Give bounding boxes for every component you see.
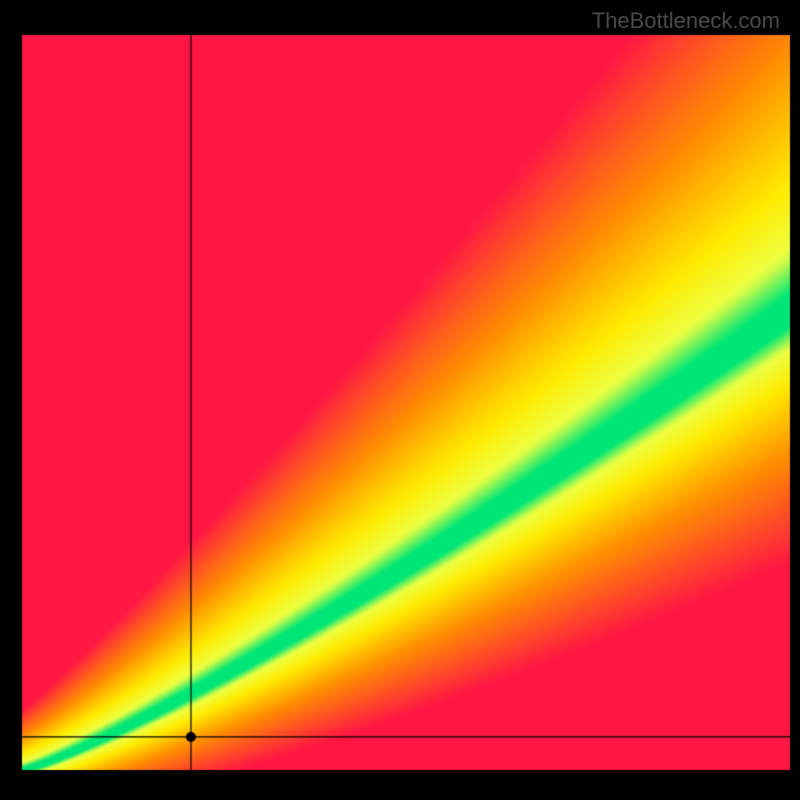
bottleneck-heatmap <box>0 0 800 800</box>
watermark-text: TheBottleneck.com <box>592 8 780 34</box>
chart-container: TheBottleneck.com <box>0 0 800 800</box>
